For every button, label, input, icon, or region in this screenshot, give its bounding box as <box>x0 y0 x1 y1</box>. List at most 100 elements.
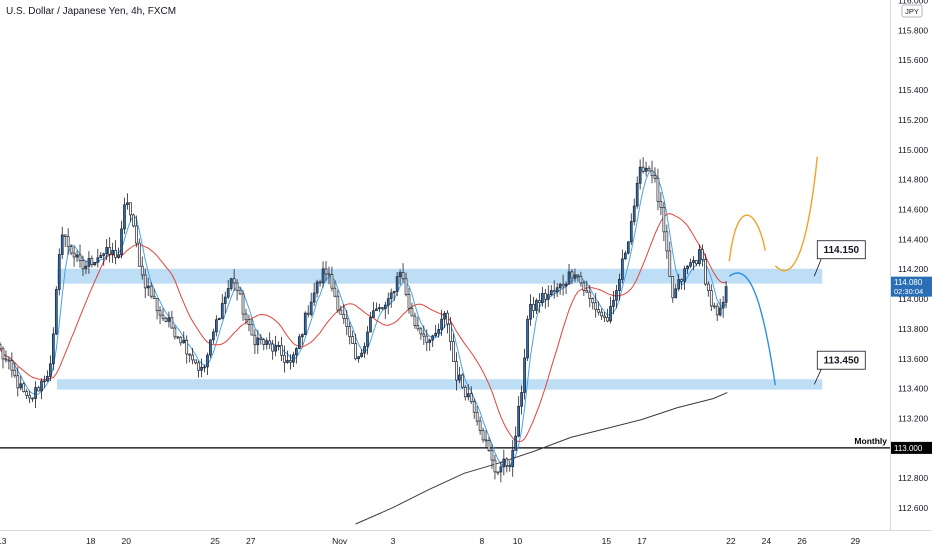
ma-slow <box>0 212 727 442</box>
candle-body <box>392 291 396 294</box>
candle-body <box>54 289 58 335</box>
candle-body <box>671 276 675 299</box>
y-tick-label: 114.600 <box>898 205 928 215</box>
price-callout-box <box>816 240 866 260</box>
candle-body <box>484 439 488 442</box>
y-tick-label: 112.600 <box>898 503 928 513</box>
time-axis[interactable]: 13 18 20 25 27 Nov 3 8 10 15 17 22 24 26 29 <box>0 536 860 546</box>
candle-body <box>419 328 423 335</box>
candle-body <box>538 300 541 303</box>
candle-body <box>268 340 272 345</box>
candle-body <box>140 265 144 276</box>
candle-body <box>84 265 88 270</box>
candle-body <box>212 331 215 341</box>
candle-body <box>339 309 343 315</box>
candle-body <box>345 318 349 327</box>
candle-body <box>715 305 719 316</box>
candle-body <box>120 228 123 256</box>
candle-body <box>40 380 43 392</box>
candle-body <box>463 386 467 398</box>
candle-body <box>449 323 452 343</box>
candle-body <box>674 288 678 299</box>
candle-body <box>51 333 55 365</box>
candle-body <box>215 319 218 333</box>
candle-body <box>232 278 236 284</box>
x-tick-label: Nov <box>332 536 348 546</box>
candle-body <box>564 283 568 287</box>
currency-box <box>901 4 923 18</box>
candle-body <box>271 343 275 352</box>
candle-body <box>653 175 657 179</box>
candle-body <box>132 214 135 227</box>
candle-body <box>348 326 352 338</box>
candle-body <box>656 177 660 202</box>
candle-body <box>380 307 384 310</box>
candle-body <box>549 290 553 296</box>
y-tick-label: 113.400 <box>898 384 928 394</box>
candle-body <box>173 327 177 338</box>
candle-body <box>395 276 399 292</box>
candle-body <box>416 325 420 330</box>
zone-band <box>57 379 823 390</box>
candle-body <box>1 348 5 360</box>
x-tick-label: 29 <box>851 536 861 546</box>
y-tick-label: 114.000 <box>898 294 928 304</box>
candle-body <box>111 250 114 255</box>
candle-body <box>668 250 672 277</box>
candle-body <box>188 353 192 356</box>
candle-body <box>253 334 257 346</box>
candle-body <box>632 205 636 222</box>
candle-body <box>458 374 461 381</box>
x-tick-label: 24 <box>762 536 772 546</box>
x-tick-label: 3 <box>391 536 396 546</box>
candle-body <box>203 366 206 369</box>
candle-body <box>342 313 346 319</box>
candle-body <box>698 249 701 265</box>
candle-body <box>609 306 612 322</box>
orange-path-1 <box>728 214 766 262</box>
candle-body <box>487 440 491 452</box>
candle-body <box>686 265 689 270</box>
candle-body <box>123 204 126 230</box>
candle-body <box>635 182 639 207</box>
candle-body <box>7 359 11 362</box>
candle-body <box>706 283 710 291</box>
y-tick-label: 115.200 <box>898 115 928 125</box>
candle-body <box>241 293 245 315</box>
candle-body <box>573 274 577 279</box>
candle-body <box>466 393 470 398</box>
candle-body <box>535 300 538 311</box>
candle-body <box>398 272 402 278</box>
candle-body <box>303 312 307 336</box>
candle-body <box>137 242 141 267</box>
candle-body <box>297 336 301 349</box>
candle-body <box>567 271 571 285</box>
candle-body <box>250 324 254 336</box>
candle-body <box>478 420 482 431</box>
candle-body <box>606 317 609 322</box>
candle-body <box>16 375 20 389</box>
x-tick-label: 18 <box>86 536 96 546</box>
candle-body <box>659 200 663 208</box>
candle-body <box>460 374 464 388</box>
monthly-label: Monthly <box>854 436 887 446</box>
price-axis[interactable]: 116.000 115.800 115.600 115.400 115.200 115.0… <box>898 0 928 513</box>
candle-body <box>603 315 606 318</box>
candle-body <box>404 278 408 295</box>
candle-body <box>13 369 17 377</box>
candle-body <box>155 298 159 311</box>
x-tick-label: 20 <box>122 536 132 546</box>
candle-body <box>220 303 224 319</box>
candle-body <box>10 360 14 371</box>
candle-body <box>446 312 449 325</box>
candle-body <box>289 360 292 363</box>
y-tick-label: 114.200 <box>898 264 928 274</box>
candle-body <box>306 312 310 315</box>
candle-body <box>134 225 138 244</box>
candles-layer <box>0 157 728 483</box>
currency-label: JPY <box>905 7 919 16</box>
candle-body <box>229 278 233 289</box>
candle-body <box>360 352 363 357</box>
